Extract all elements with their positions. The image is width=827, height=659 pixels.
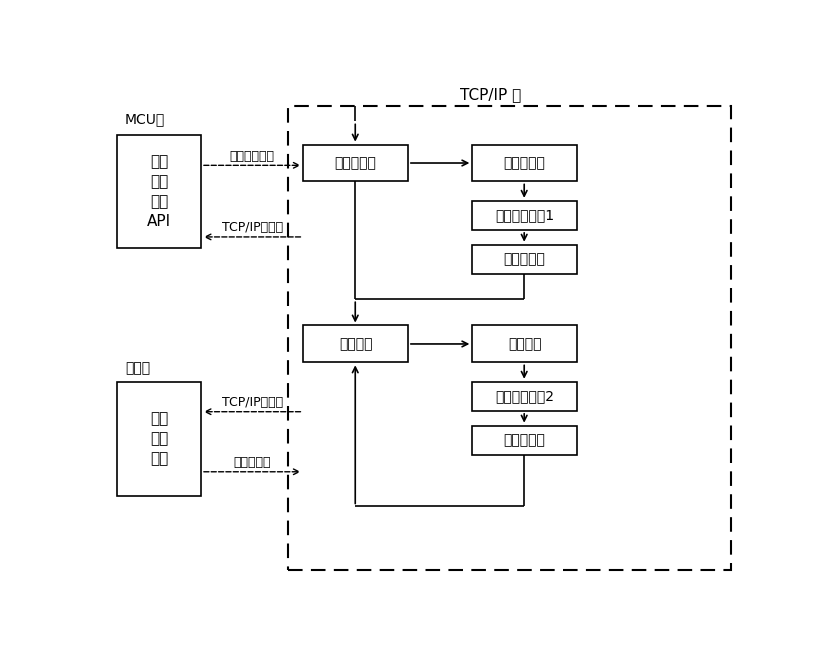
Text: TCP/IP数据包: TCP/IP数据包 bbox=[222, 221, 283, 234]
Bar bbox=[117, 134, 201, 248]
Bar bbox=[472, 244, 577, 274]
Text: 接收的数据: 接收的数据 bbox=[233, 456, 271, 469]
Text: MCU端: MCU端 bbox=[125, 112, 165, 126]
Text: 超时检测: 超时检测 bbox=[339, 337, 372, 351]
Text: 网络端: 网络端 bbox=[125, 361, 151, 375]
Text: 数据包输出: 数据包输出 bbox=[504, 433, 546, 447]
Text: TCP/IP数据包: TCP/IP数据包 bbox=[222, 396, 283, 409]
Text: 数据包输出: 数据包输出 bbox=[504, 252, 546, 266]
Text: 应用程序事件1: 应用程序事件1 bbox=[495, 208, 554, 222]
Text: TCP/IP 栈: TCP/IP 栈 bbox=[461, 87, 522, 102]
Bar bbox=[304, 144, 408, 181]
Text: 应用程序事件2: 应用程序事件2 bbox=[495, 389, 554, 403]
Bar bbox=[472, 426, 577, 455]
Text: 数据包处理: 数据包处理 bbox=[504, 156, 546, 170]
Text: 网络
应用
服务: 网络 应用 服务 bbox=[150, 411, 169, 466]
Bar bbox=[472, 201, 577, 230]
Bar bbox=[304, 326, 408, 362]
Bar bbox=[117, 382, 201, 496]
Bar bbox=[288, 106, 731, 569]
Bar bbox=[472, 326, 577, 362]
Text: 应用
程序
接口
API: 应用 程序 接口 API bbox=[147, 154, 171, 229]
Text: 欲发送的数据: 欲发送的数据 bbox=[230, 150, 275, 163]
Bar bbox=[472, 144, 577, 181]
Bar bbox=[472, 382, 577, 411]
Text: 超时处理: 超时处理 bbox=[508, 337, 542, 351]
Text: 数据包检查: 数据包检查 bbox=[335, 156, 376, 170]
